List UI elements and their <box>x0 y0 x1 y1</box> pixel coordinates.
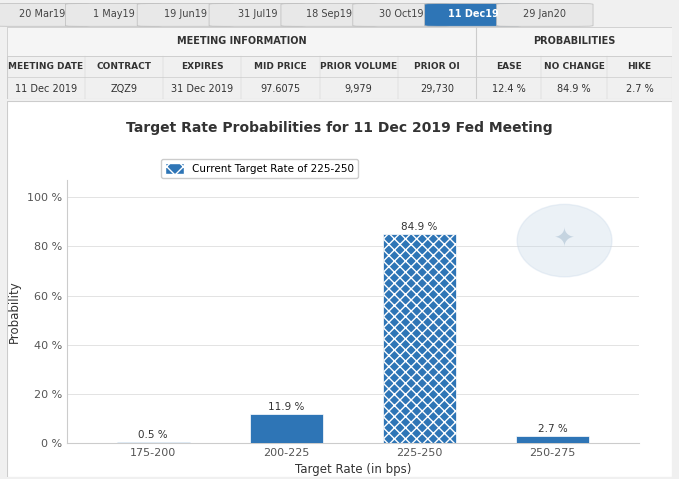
Y-axis label: Probability: Probability <box>8 280 21 343</box>
Bar <box>516 436 589 443</box>
Legend: Current Target Rate of 225-250: Current Target Rate of 225-250 <box>161 159 359 178</box>
FancyBboxPatch shape <box>209 4 306 26</box>
Text: 18 Sep19: 18 Sep19 <box>306 9 352 19</box>
Text: 0.5 %: 0.5 % <box>139 430 168 440</box>
Text: 11 Dec19: 11 Dec19 <box>447 9 498 19</box>
Text: 97.6075: 97.6075 <box>260 84 301 94</box>
FancyBboxPatch shape <box>496 4 593 26</box>
Text: ✦: ✦ <box>554 227 575 251</box>
Text: 29,730: 29,730 <box>420 84 454 94</box>
Text: 84.9 %: 84.9 % <box>401 222 437 232</box>
Text: 2.7 %: 2.7 % <box>538 424 568 434</box>
FancyBboxPatch shape <box>0 4 90 26</box>
Text: 11 Dec 2019: 11 Dec 2019 <box>15 84 77 94</box>
Text: Target Rate Probabilities for 11 Dec 2019 Fed Meeting: Target Rate Probabilities for 11 Dec 201… <box>126 121 553 135</box>
Bar <box>476 27 672 56</box>
Text: 19 Jun19: 19 Jun19 <box>164 9 207 19</box>
Text: 30 Oct19: 30 Oct19 <box>379 9 423 19</box>
Text: 2.7 %: 2.7 % <box>625 84 653 94</box>
Text: 12.4 %: 12.4 % <box>492 84 526 94</box>
Text: EASE: EASE <box>496 62 521 71</box>
Text: CONTRACT: CONTRACT <box>96 62 151 71</box>
Bar <box>7 27 476 56</box>
Text: 84.9 %: 84.9 % <box>557 84 591 94</box>
Text: ZQZ9: ZQZ9 <box>111 84 138 94</box>
FancyBboxPatch shape <box>424 4 521 26</box>
Text: MEETING INFORMATION: MEETING INFORMATION <box>177 36 306 46</box>
Text: PRIOR VOLUME: PRIOR VOLUME <box>320 62 397 71</box>
FancyBboxPatch shape <box>137 4 234 26</box>
Text: 20 Mar19: 20 Mar19 <box>18 9 65 19</box>
Text: 31 Jul19: 31 Jul19 <box>238 9 277 19</box>
Text: PRIOR OI: PRIOR OI <box>414 62 460 71</box>
FancyBboxPatch shape <box>353 4 449 26</box>
FancyBboxPatch shape <box>65 4 162 26</box>
Bar <box>383 234 456 443</box>
X-axis label: Target Rate (in bps): Target Rate (in bps) <box>295 463 411 476</box>
Text: HIKE: HIKE <box>627 62 652 71</box>
Text: MEETING DATE: MEETING DATE <box>8 62 84 71</box>
Text: MID PRICE: MID PRICE <box>254 62 307 71</box>
Text: 9,979: 9,979 <box>345 84 373 94</box>
Bar <box>117 442 189 443</box>
Text: 31 Dec 2019: 31 Dec 2019 <box>171 84 234 94</box>
FancyBboxPatch shape <box>281 4 378 26</box>
Circle shape <box>517 205 612 277</box>
Text: 29 Jan20: 29 Jan20 <box>524 9 566 19</box>
Bar <box>250 414 323 443</box>
Text: 11.9 %: 11.9 % <box>268 402 304 411</box>
Text: EXPIRES: EXPIRES <box>181 62 223 71</box>
Text: NO CHANGE: NO CHANGE <box>544 62 604 71</box>
Text: 1 May19: 1 May19 <box>93 9 134 19</box>
Text: PROBABILITIES: PROBABILITIES <box>533 36 615 46</box>
